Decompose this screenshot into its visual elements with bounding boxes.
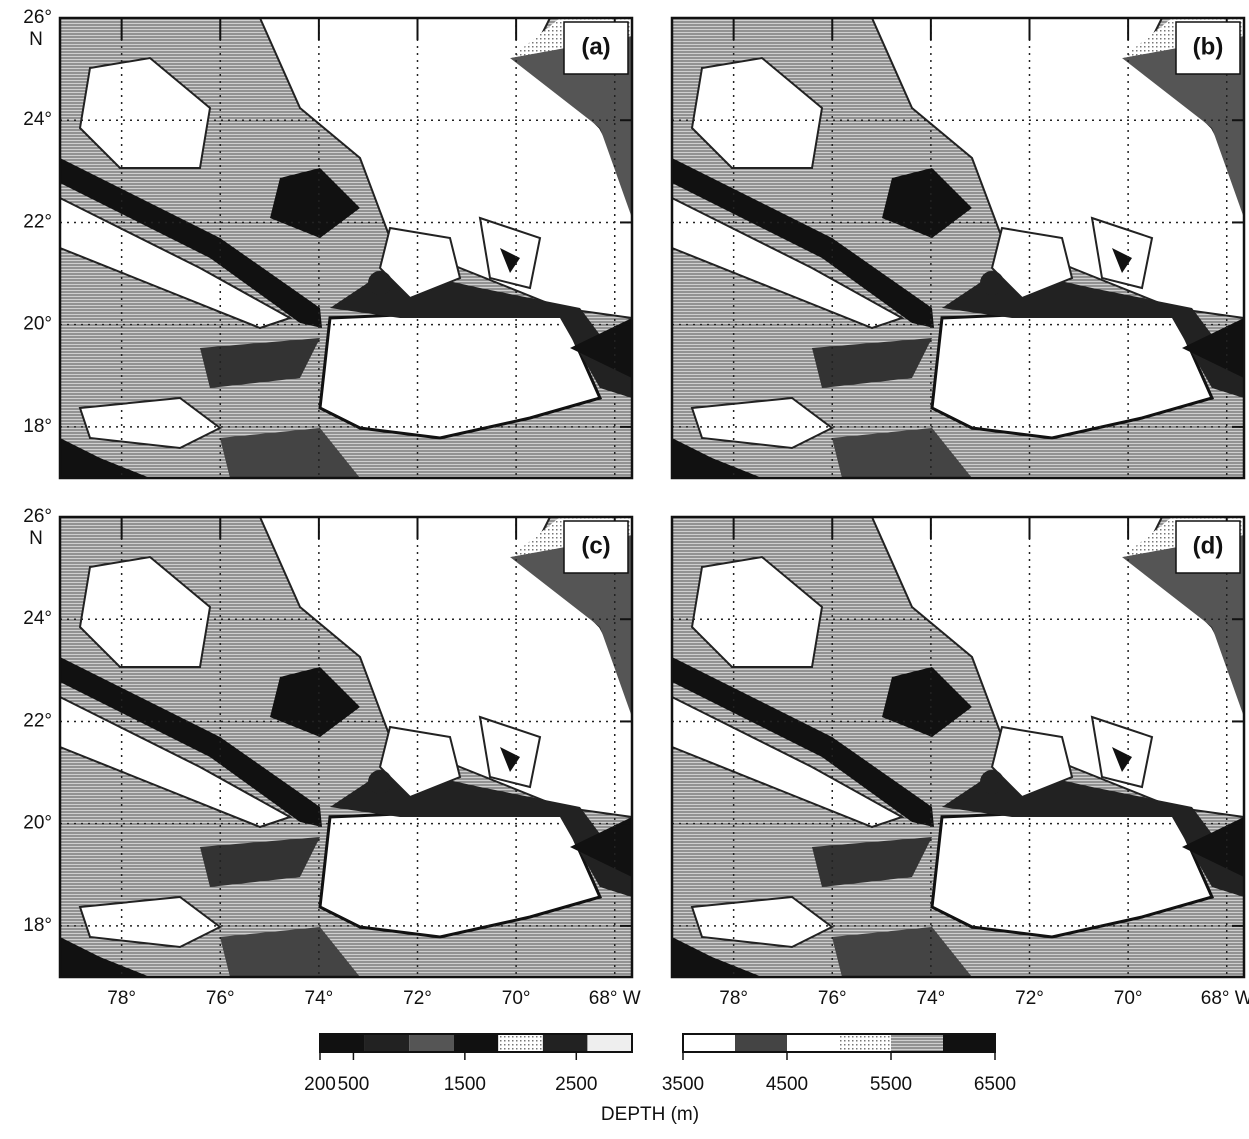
map-panel	[58, 16, 634, 480]
lat-tick-label: 18°	[23, 915, 52, 936]
bathymetry	[670, 515, 1246, 979]
colorbar-segment	[542, 1034, 588, 1052]
colorbar-segment	[587, 1034, 632, 1052]
panel-border	[58, 515, 634, 979]
panel-label-box	[1175, 520, 1241, 574]
colorbar-segment	[943, 1034, 995, 1052]
panel-label-box	[1175, 21, 1241, 75]
panel-border	[670, 515, 1246, 979]
lat-tick-label: 22°	[23, 211, 52, 232]
panel-border	[670, 16, 1246, 480]
lat-tick-label: 18°	[23, 416, 52, 437]
lon-tick-label: 70°	[502, 988, 531, 1009]
colorbar-tick-label: 3500	[662, 1074, 704, 1095]
map-panel	[670, 515, 1246, 979]
lon-tick-label: 72°	[1015, 988, 1044, 1009]
colorbar-title: DEPTH (m)	[601, 1104, 699, 1125]
lon-tick-label: 76°	[206, 988, 235, 1009]
panel-label-box	[563, 520, 629, 574]
colorbar-tick-label: 2500	[555, 1074, 597, 1095]
lat-tick-label: 26°	[23, 506, 52, 527]
panel-label: (c)	[581, 532, 610, 559]
map-panel	[58, 515, 634, 979]
lon-tick-label: 68° W	[1201, 988, 1249, 1009]
colorbar-segment	[320, 1034, 365, 1052]
lat-tick-label: 20°	[23, 813, 52, 834]
bathymetry	[58, 16, 634, 480]
lon-tick-label: 74°	[917, 988, 946, 1009]
lat-tick-label: 26°	[23, 7, 52, 28]
lat-tick-label: 22°	[23, 710, 52, 731]
colorbar-tick-label: 5500	[870, 1074, 912, 1095]
lon-tick-label: 74°	[305, 988, 334, 1009]
colorbar-tick-label: 6500	[974, 1074, 1016, 1095]
colorbar-segment	[364, 1034, 410, 1052]
panel-label: (a)	[581, 33, 610, 60]
lon-tick-label: 78°	[719, 988, 748, 1009]
lon-tick-label: 78°	[107, 988, 136, 1009]
colorbar-tick-label: 500	[338, 1074, 370, 1095]
colorbar-segment	[498, 1034, 543, 1052]
colorbar-segment	[409, 1034, 454, 1052]
colorbar-segment	[839, 1034, 891, 1052]
colorbar-tick-label: 200	[304, 1074, 336, 1095]
lon-tick-label: 70°	[1114, 988, 1143, 1009]
colorbar-segment	[683, 1034, 735, 1052]
panel-label-box	[563, 21, 629, 75]
lat-tick-label: 24°	[23, 109, 52, 130]
map-panel	[670, 16, 1246, 480]
lat-hemisphere: N	[29, 29, 43, 50]
bathymetry	[670, 16, 1246, 480]
lon-tick-label: 68° W	[589, 988, 641, 1009]
lat-tick-label: 20°	[23, 314, 52, 335]
colorbar-segment	[891, 1034, 943, 1052]
bathymetry	[58, 515, 634, 979]
lon-tick-label: 72°	[403, 988, 432, 1009]
colorbar-tick-label: 1500	[444, 1074, 486, 1095]
lat-hemisphere: N	[29, 528, 43, 549]
lat-tick-label: 24°	[23, 608, 52, 629]
panel-label: (d)	[1193, 532, 1224, 559]
colorbar-frame	[682, 1033, 996, 1053]
colorbar-frame	[319, 1033, 633, 1053]
colorbar-segment	[787, 1034, 839, 1052]
panel-border	[58, 16, 634, 480]
colorbar-segment	[735, 1034, 787, 1052]
colorbar-tick-label: 4500	[766, 1074, 808, 1095]
colorbar-segment	[453, 1034, 499, 1052]
panel-label: (b)	[1193, 33, 1224, 60]
lon-tick-label: 76°	[818, 988, 847, 1009]
